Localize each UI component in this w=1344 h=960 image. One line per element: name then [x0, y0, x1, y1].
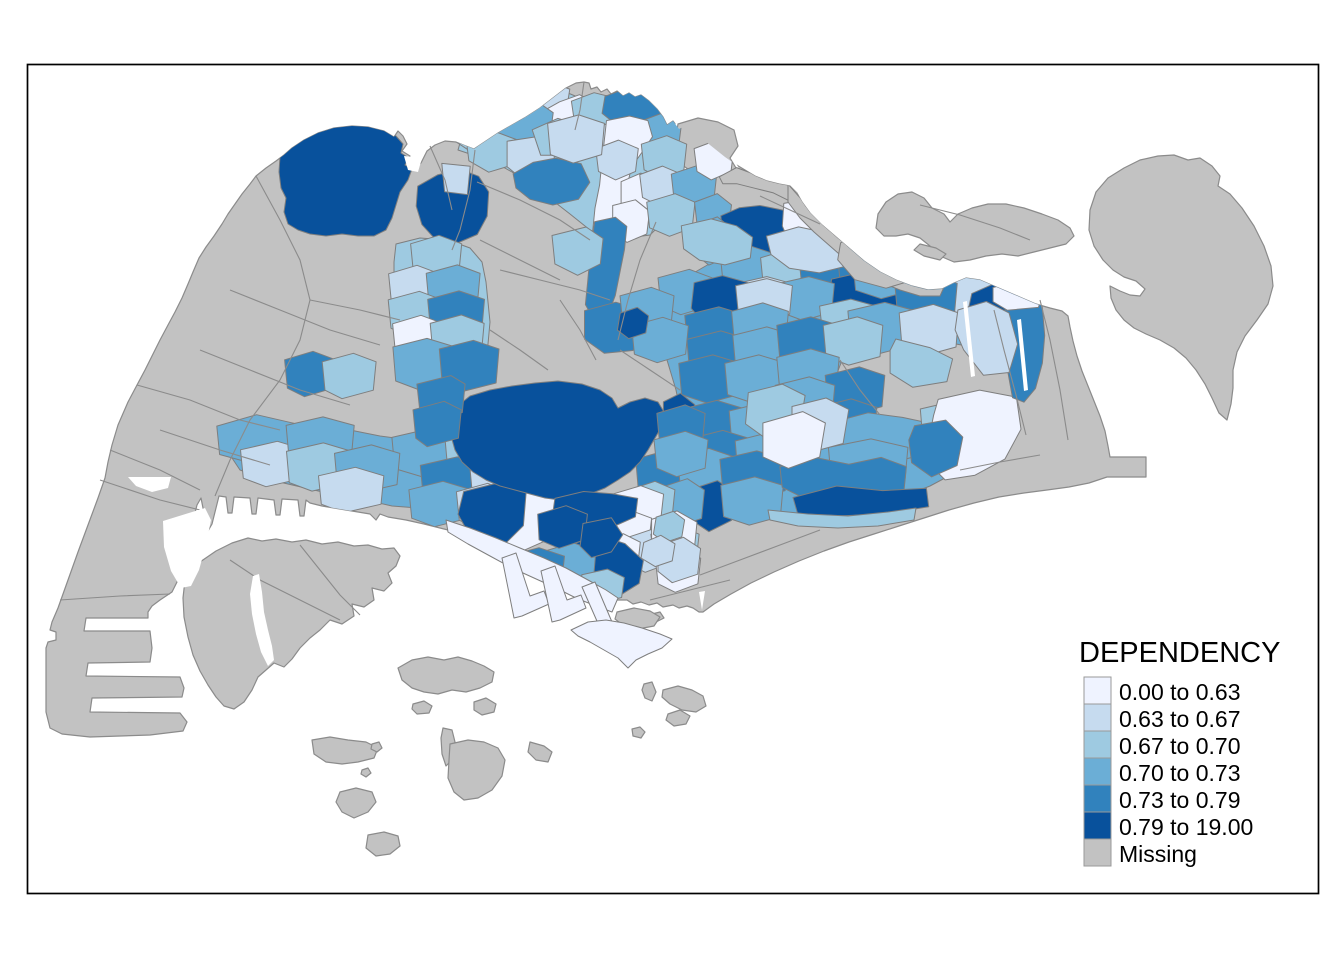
- svg-text:0.63 to 0.67: 0.63 to 0.67: [1119, 706, 1241, 732]
- svg-text:Missing: Missing: [1119, 841, 1197, 867]
- svg-text:0.00 to 0.63: 0.00 to 0.63: [1119, 679, 1241, 705]
- svg-text:0.79 to 19.00: 0.79 to 19.00: [1119, 814, 1253, 840]
- svg-text:0.70 to 0.73: 0.70 to 0.73: [1119, 760, 1241, 786]
- svg-text:0.73 to 0.79: 0.73 to 0.79: [1119, 787, 1241, 813]
- svg-text:0.67 to 0.70: 0.67 to 0.70: [1119, 733, 1241, 759]
- svg-text:DEPENDENCY: DEPENDENCY: [1079, 637, 1280, 669]
